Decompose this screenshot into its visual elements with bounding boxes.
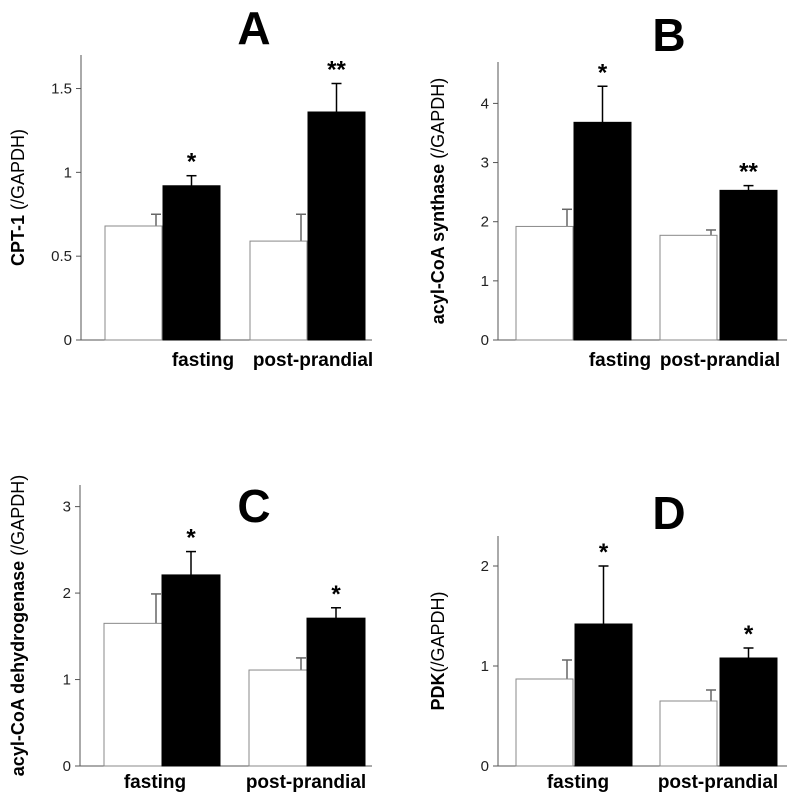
category-label: fasting [172, 350, 234, 371]
y-axis-label-name: acyl-CoA dehydrogenase [8, 561, 28, 776]
y-tick-label: 2 [481, 558, 489, 575]
y-tick-label: 3 [63, 499, 71, 516]
y-axis-label: PDK(/GAPDH) [428, 591, 448, 710]
bar [104, 225, 163, 341]
bar [161, 574, 221, 767]
significance-mark: * [331, 581, 341, 608]
bar [103, 622, 163, 767]
y-tick-label: 1 [63, 672, 71, 689]
significance-mark: * [187, 149, 197, 176]
bar [515, 678, 574, 767]
category-label: post-prandial [253, 350, 373, 371]
category-label: post-prandial [660, 350, 780, 371]
bar [573, 121, 632, 341]
significance-mark: * [599, 539, 609, 566]
bar [574, 623, 633, 767]
bar [659, 700, 718, 767]
y-axis-label-name: CPT-1 [8, 215, 28, 266]
bar [249, 240, 308, 341]
bar [659, 234, 718, 341]
significance-mark: ** [739, 159, 758, 186]
panel-c: C 0 1 2 3 acyl-CoA dehydrogenase (/GAPDH) * fas… [8, 475, 372, 793]
category-label: fasting [547, 772, 609, 793]
bar [719, 189, 778, 341]
y-tick-label: 1.5 [51, 81, 72, 98]
y-tick-label: 2 [63, 585, 71, 602]
bar [162, 185, 221, 341]
y-axis-label: acyl-CoA synthase (/GAPDH) [428, 78, 448, 324]
y-tick-label: 0 [64, 332, 72, 349]
y-tick-label: 4 [481, 95, 489, 112]
significance-mark: * [744, 621, 754, 648]
y-tick-label: 0 [481, 758, 489, 775]
y-axis-label-name: PDK [428, 672, 448, 710]
y-axis-label-unit: (/GAPDH) [428, 591, 448, 672]
panel-a: A 0 0.5 1 1.5 CPT-1 (/GAPDH) * fasting ** post-pr… [8, 2, 373, 371]
y-axis-label-name: acyl-CoA synthase [428, 164, 448, 324]
y-tick-label: 0 [63, 758, 71, 775]
category-label: fasting [124, 772, 186, 793]
bar [515, 225, 574, 341]
bar [248, 669, 308, 767]
significance-mark: ** [327, 57, 346, 84]
significance-mark: * [186, 525, 196, 552]
y-tick-label: 0.5 [51, 248, 72, 265]
bar [306, 617, 366, 767]
y-axis-label: CPT-1 (/GAPDH) [8, 129, 28, 266]
y-tick-label: 3 [481, 155, 489, 172]
category-label: fasting [589, 350, 651, 371]
bar [719, 657, 778, 767]
panel-letter: B [652, 9, 685, 61]
panel-d: D 0 1 2 PDK(/GAPDH) * fasting * post-prandial [428, 487, 787, 793]
panel-letter: C [237, 480, 270, 532]
significance-mark: * [598, 59, 608, 86]
y-axis-label-unit: (/GAPDH) [8, 129, 28, 215]
category-label: post-prandial [246, 772, 366, 793]
y-tick-label: 2 [481, 214, 489, 231]
y-axis-label-unit: (/GAPDH) [8, 475, 28, 561]
y-axis-label: acyl-CoA dehydrogenase (/GAPDH) [8, 475, 28, 776]
y-tick-label: 1 [481, 658, 489, 675]
y-tick-label: 1 [64, 164, 72, 181]
y-tick-label: 1 [481, 273, 489, 290]
category-label: post-prandial [658, 772, 778, 793]
bar [307, 111, 366, 341]
y-tick-label: 0 [481, 332, 489, 349]
y-axis-label-unit: (/GAPDH) [428, 78, 448, 164]
panel-letter: D [652, 487, 685, 539]
panel-letter: A [237, 2, 270, 54]
panel-b: B 0 1 2 3 4 acyl-CoA synthase (/GAPDH) * fasting… [428, 9, 787, 371]
